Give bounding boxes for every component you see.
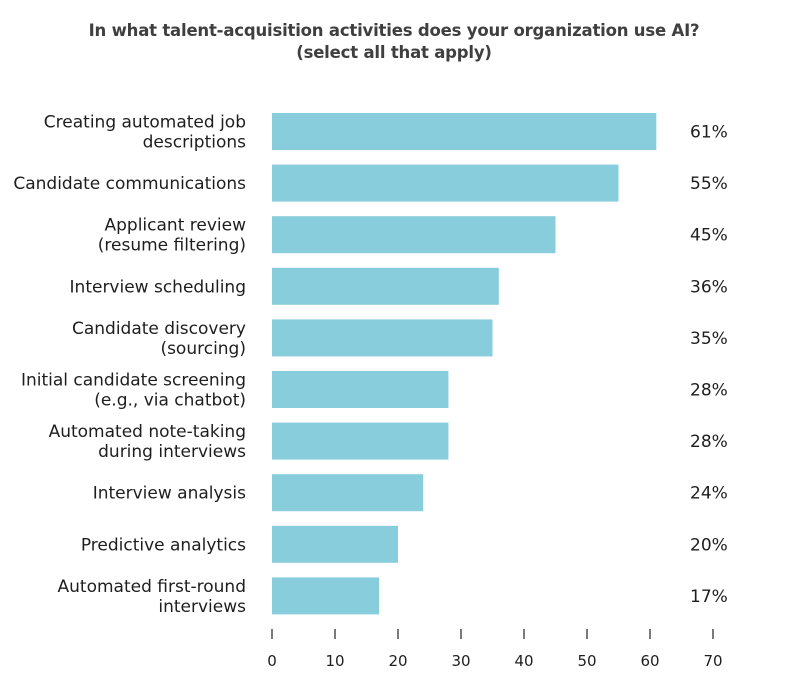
- bar: [272, 577, 380, 615]
- value-label: 61%: [690, 123, 728, 143]
- x-tick-label: 10: [325, 652, 344, 670]
- bar: [272, 216, 556, 254]
- x-tick-label: 0: [267, 652, 277, 670]
- chart-title-line-1: In what talent-acquisition activities do…: [88, 21, 700, 40]
- value-label: 20%: [690, 535, 728, 555]
- category-label: Creating automated job descriptions: [44, 113, 246, 153]
- bar: [272, 525, 398, 563]
- category-label: Candidate discovery (sourcing): [72, 319, 246, 359]
- category-label: Interview scheduling: [70, 277, 246, 297]
- value-label: 28%: [690, 381, 728, 401]
- category-label-line: interviews: [158, 597, 246, 617]
- bar: [272, 164, 619, 202]
- category-label-line: Candidate discovery: [72, 319, 246, 339]
- bar: [272, 422, 449, 460]
- category-label-line: Interview analysis: [93, 484, 246, 504]
- category-label: Predictive analytics: [81, 535, 246, 555]
- chart-title-line-2: (select all that apply): [296, 43, 492, 62]
- value-label: 28%: [690, 432, 728, 452]
- category-label: Automated first-round interviews: [58, 577, 247, 617]
- category-label: Candidate communications: [13, 174, 246, 194]
- category-label: Automated note-taking during interviews: [49, 422, 247, 462]
- x-tick-label: 60: [640, 652, 659, 670]
- value-label: 55%: [690, 174, 728, 194]
- category-label-line: (e.g., via chatbot): [94, 391, 246, 411]
- category-label-line: Predictive analytics: [81, 535, 246, 555]
- value-label: 17%: [690, 587, 728, 607]
- bar: [272, 113, 657, 150]
- x-tick-label: 50: [577, 652, 596, 670]
- value-label: 36%: [690, 277, 728, 297]
- category-label: Initial candidate screening (e.g., via ch…: [21, 371, 246, 411]
- category-label-line: (resume filtering): [98, 236, 246, 256]
- x-tick-label: 20: [388, 652, 407, 670]
- value-label: 45%: [690, 226, 728, 246]
- category-label-line: Candidate communications: [13, 174, 246, 194]
- category-label-line: (sourcing): [160, 339, 246, 359]
- category-label-line: Applicant review: [105, 216, 247, 236]
- bar: [272, 371, 449, 408]
- category-label-line: Initial candidate screening: [21, 371, 246, 391]
- x-tick-label: 70: [703, 652, 722, 670]
- category-label: Applicant review (resume filtering): [98, 216, 246, 256]
- category-label: Interview analysis: [93, 484, 246, 504]
- category-label-line: Interview scheduling: [70, 277, 246, 297]
- category-label-line: during interviews: [98, 442, 246, 462]
- bar: [272, 319, 493, 357]
- x-tick-label: 40: [514, 652, 533, 670]
- chart-title: In what talent-acquisition activities do…: [0, 20, 788, 64]
- category-label-line: descriptions: [143, 133, 247, 153]
- category-label-line: Creating automated job: [44, 113, 246, 133]
- category-label-line: Automated note-taking: [49, 422, 246, 442]
- x-tick-label: 30: [451, 652, 470, 670]
- bar: [272, 474, 424, 512]
- value-label: 35%: [690, 329, 728, 349]
- category-label-line: Automated first-round: [58, 577, 246, 597]
- bar: [272, 267, 499, 305]
- value-label: 24%: [690, 484, 728, 504]
